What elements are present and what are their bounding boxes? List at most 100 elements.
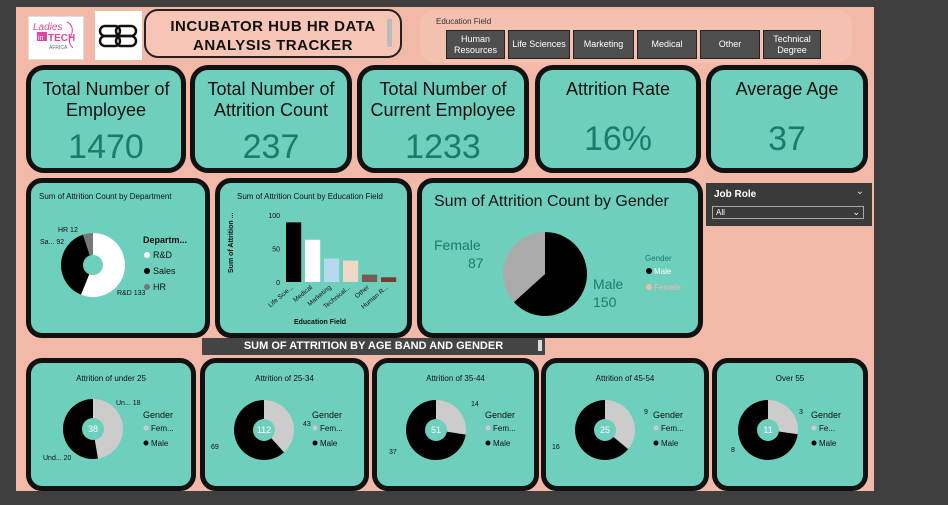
age-panel-over-55: Over 55 11 3 8 Gender Fe... Male: [712, 358, 868, 491]
legend-title: Gender: [485, 410, 515, 420]
legend-title: Gender: [143, 410, 173, 420]
label-female: Female: [434, 237, 481, 253]
dashboard-title: INCUBATOR HUB HR DATA ANALYSIS TRACKER: [144, 9, 402, 58]
banner-scrollbar[interactable]: [538, 340, 542, 351]
y-tick-label: 0: [276, 280, 280, 287]
data-label: 16: [552, 444, 560, 451]
legend-marker: [485, 440, 491, 446]
kpi-value: 1233: [405, 128, 481, 166]
job-role-slicer[interactable]: Job Role ⌄ All ⌄: [706, 183, 872, 226]
age-panel-45-54: Attrition of 45-54 25 9 16 Gender Fem...…: [541, 358, 709, 491]
chart-title: Attrition of 35-44: [426, 374, 485, 383]
legend-marker: [485, 425, 491, 431]
age-donut[interactable]: 38: [62, 399, 123, 459]
donut-hole: [757, 419, 779, 441]
bar[interactable]: [343, 260, 359, 282]
legend-title: Gender: [645, 254, 672, 263]
donut-hole: [594, 419, 616, 441]
dropdown-arrow-icon[interactable]: ⌄: [852, 207, 860, 217]
legend-title: Gender: [811, 410, 841, 420]
department-donut[interactable]: [61, 233, 126, 297]
education-bar-chart-panel: Sum of Attrition Count by Education Fiel…: [215, 178, 412, 338]
legend-item-male: Male: [654, 267, 672, 276]
kpi-attrition-rate: Attrition Rate 16%: [535, 65, 701, 173]
legend-item-male: Male: [661, 439, 679, 448]
pie-slice[interactable]: [513, 232, 587, 316]
center-value: 112: [257, 425, 271, 435]
bar[interactable]: [286, 222, 302, 282]
legend-item-male: Male: [320, 439, 338, 448]
bar[interactable]: [381, 277, 397, 282]
legend-marker: [143, 440, 149, 446]
kpi-value: 237: [242, 128, 300, 166]
ladies-in-tech-logo: Ladies in TECH AFRICA: [28, 16, 84, 60]
value-male: 150: [593, 294, 617, 310]
kpi-label: Total Number of Attrition Count: [207, 79, 335, 120]
age-donut[interactable]: 112: [234, 400, 294, 460]
age-donut[interactable]: 51: [406, 400, 466, 460]
donut-hole: [425, 419, 447, 441]
slicer-option-other[interactable]: Other: [700, 30, 760, 59]
kpi-total-employee: Total Number of Employee 1470: [26, 65, 186, 173]
slicer-option-marketing[interactable]: Marketing: [573, 30, 634, 59]
donut-hole: [83, 255, 103, 275]
chart-title: Attrition of 25-34: [255, 374, 314, 383]
pie-slice[interactable]: [264, 400, 294, 453]
kpi-label: Attrition Rate: [565, 79, 671, 99]
data-label: 9: [644, 409, 648, 416]
pie-slice[interactable]: [503, 232, 545, 303]
legend-item-rd: R&D: [153, 250, 173, 260]
x-tick-label: Life Scie...: [267, 284, 295, 309]
job-role-dropdown[interactable]: All ⌄: [712, 206, 864, 219]
pie-slice[interactable]: [605, 400, 635, 450]
legend-item-female: Fem...: [661, 424, 684, 433]
logo-text-ladies: Ladies: [33, 22, 62, 33]
pie-slice[interactable]: [62, 399, 98, 459]
legend-item-hr: HR: [153, 282, 166, 292]
age-band-banner: SUM OF ATTRITION BY AGE BAND AND GENDER: [202, 338, 545, 355]
bar[interactable]: [324, 258, 340, 282]
legend-item-female: Female: [654, 283, 681, 292]
age-panel-25-34: Attrition of 25-34 112 43 69 Gender Fem.…: [200, 358, 369, 491]
x-axis-label: Education Field: [294, 319, 346, 326]
legend-marker: [646, 284, 652, 290]
kpi-current-employee: Total Number of Current Employee 1233: [357, 65, 529, 173]
donut-hole: [82, 418, 104, 440]
kpi-value: 1470: [68, 128, 144, 166]
pie-slice[interactable]: [93, 399, 123, 459]
age-panel-35-44: Attrition of 35-44 51 14 37 Gender Fem..…: [372, 358, 539, 491]
banner-text: SUM OF ATTRITION BY AGE BAND AND GENDER: [243, 340, 504, 352]
legend-marker: [144, 252, 150, 258]
title-scrollbar[interactable]: [387, 19, 392, 47]
legend-item-male: Male: [493, 439, 511, 448]
age-donut[interactable]: 25: [575, 400, 635, 460]
slicer-option-medical[interactable]: Medical: [637, 30, 697, 59]
age-donut[interactable]: 11: [738, 400, 798, 460]
bar[interactable]: [305, 239, 321, 282]
legend-marker: [144, 284, 150, 290]
legend-marker: [646, 268, 652, 274]
y-tick-label: 100: [268, 213, 280, 220]
data-label: 43: [303, 421, 311, 428]
bar[interactable]: [362, 274, 378, 282]
education-field-slicer: Education Field Human Resources Life Sci…: [420, 10, 852, 63]
legend-marker: [144, 268, 150, 274]
dashboard-canvas: Ladies in TECH AFRICA INCUBATOR HUB HR D…: [16, 7, 874, 491]
gender-chart-panel: Sum of Attrition Count by Gender Female …: [417, 178, 703, 338]
slicer-option-human-resources[interactable]: Human Resources: [446, 30, 505, 59]
pie-slice[interactable]: [61, 234, 93, 295]
chevron-down-icon[interactable]: ⌄: [855, 186, 864, 197]
slicer-option-technical-degree[interactable]: Technical Degree: [763, 30, 821, 59]
kpi-average-age: Average Age 37: [706, 65, 868, 173]
legend-item-male: Male: [819, 439, 837, 448]
legend-title: Gender: [653, 410, 683, 420]
title-line-1: INCUBATOR HUB HR DATA: [170, 18, 376, 35]
slicer-option-life-sciences[interactable]: Life Sciences: [508, 30, 570, 59]
legend-marker: [312, 425, 318, 431]
job-role-title: Job Role: [714, 189, 757, 200]
y-axis-label: Sum of Attrition ...: [228, 213, 235, 273]
legend-title: Departm...: [143, 235, 187, 245]
center-value: 25: [600, 425, 610, 435]
gender-pie[interactable]: [503, 232, 587, 316]
department-chart-panel: Sum of Attrition Count by Department HR …: [26, 178, 210, 338]
